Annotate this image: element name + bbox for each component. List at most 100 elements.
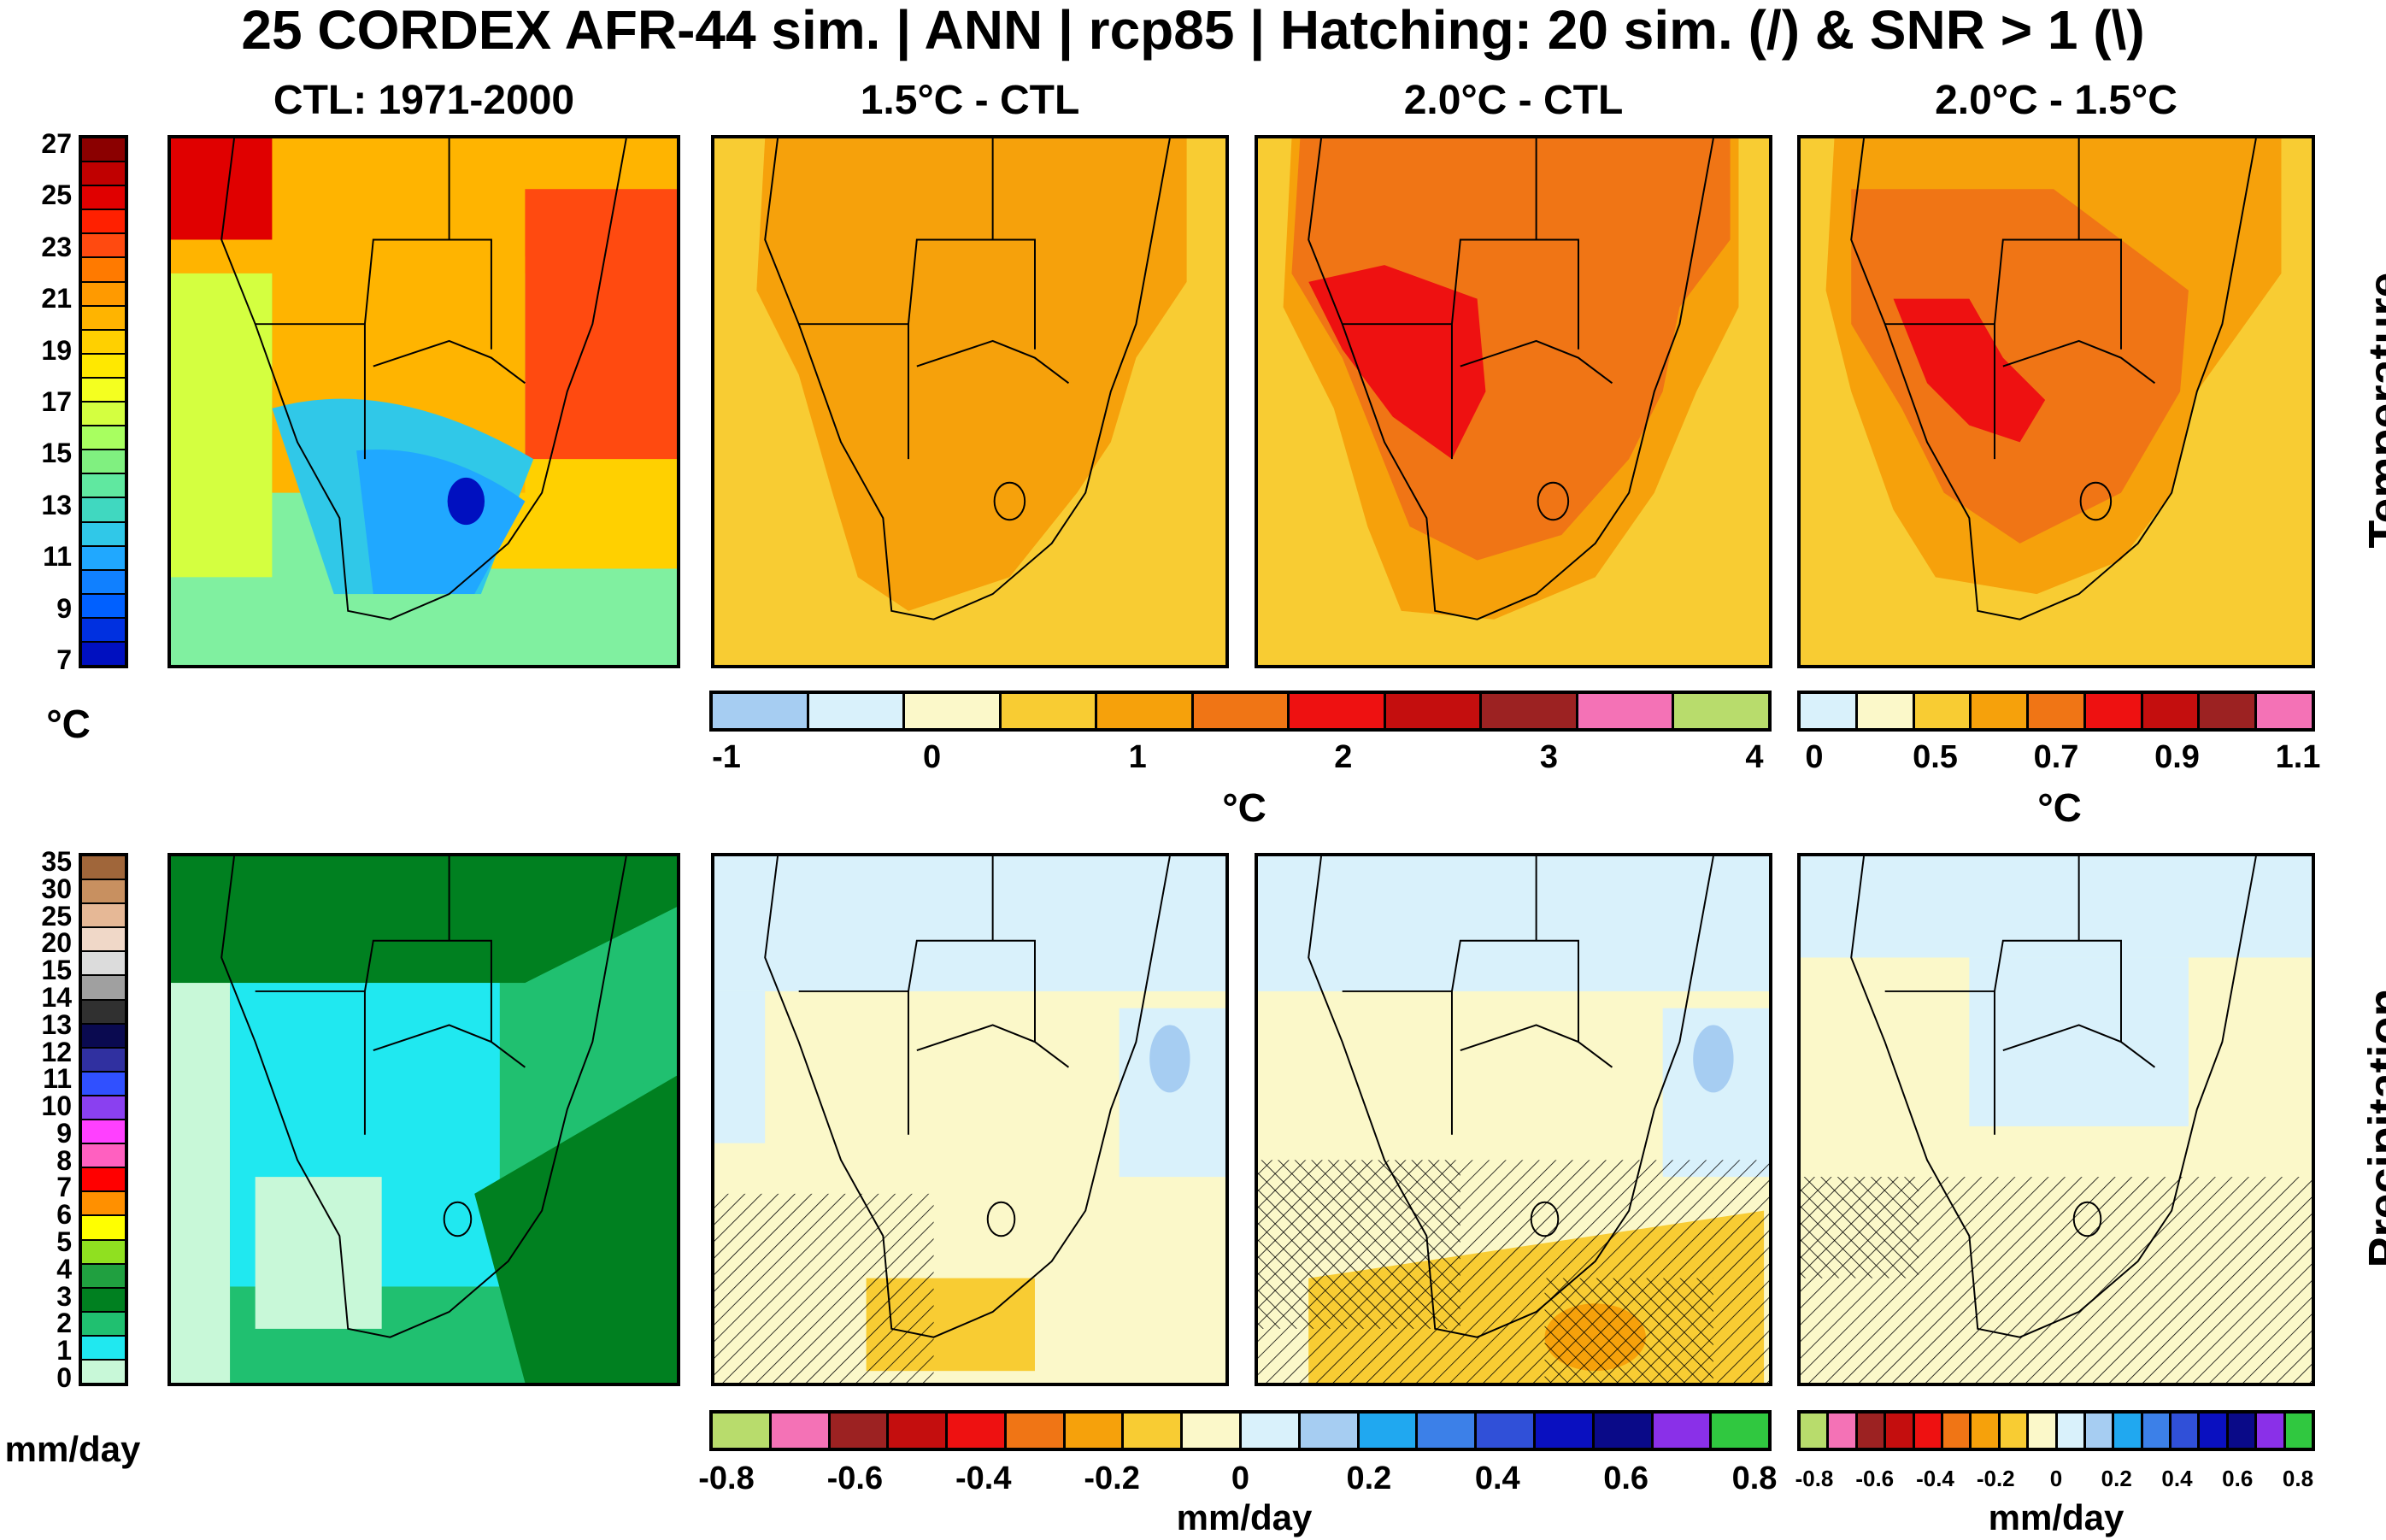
- precipitation-ctl-tick-label: 9: [56, 1117, 72, 1149]
- precipitation-ctl-swatch: [82, 1240, 125, 1265]
- precipitation-ctl-tick-label: 0: [56, 1362, 72, 1393]
- temperature-ctl-swatch: [82, 330, 125, 355]
- temperature-ctl-swatch: [82, 474, 125, 499]
- temperature-delta-tick-label: 0.7: [2033, 739, 2079, 775]
- temperature-ctl-tick-label: 13: [41, 489, 72, 520]
- temperature-ctl-unit: °C: [46, 702, 91, 746]
- temperature-ctl-tick-label: 21: [41, 283, 72, 314]
- temperature-diff-tick-label: 0: [923, 739, 942, 775]
- temperature-delta-tick-label: 0: [1805, 739, 1824, 775]
- precipitation-delta-tick-label: 0.6: [2222, 1466, 2254, 1491]
- precipitation-delta-tick-label: 0.2: [2101, 1466, 2132, 1491]
- column-title-ctl: CTL: 1971-2000: [273, 78, 575, 123]
- precipitation-ctl-tick-label: 2: [56, 1308, 72, 1339]
- precipitation-delta-unit: mm/day: [1988, 1497, 2124, 1537]
- map-temperature-20-15: [1797, 135, 2315, 668]
- temperature-ctl-swatch: [82, 210, 125, 235]
- temperature-ctl-tick-label: 17: [41, 386, 72, 417]
- precipitation-delta-swatch: [1972, 1414, 2001, 1448]
- temperature-ctl-swatch: [82, 594, 125, 619]
- precipitation-diff-swatch: [1477, 1414, 1536, 1448]
- precipitation-diff-swatch: [1242, 1414, 1301, 1448]
- precipitation-diff-colorbar-ticks: -0.8 -0.6 -0.4 -0.2 0 0.2 0.4 0.6 0.8: [698, 1461, 1777, 1499]
- precipitation-ctl-swatch: [82, 1192, 125, 1217]
- precipitation-ctl-swatch: [82, 880, 125, 905]
- temperature-diff-colorbar-ticks: -1 0 1 2 3 4: [709, 740, 1772, 778]
- precipitation-diff-swatch: [771, 1414, 831, 1448]
- precipitation-ctl-tick-label: 13: [41, 1008, 72, 1040]
- precipitation-delta-swatch: [2200, 1414, 2229, 1448]
- precipitation-delta-swatch: [2285, 1414, 2313, 1448]
- temperature-diff-colorbar: [709, 691, 1772, 732]
- precipitation-delta-swatch: [1801, 1414, 1830, 1448]
- precipitation-delta-swatch: [2057, 1414, 2086, 1448]
- precipitation-delta-colorbar-ticks: -0.8 -0.6 -0.4 -0.2 0 0.2 0.4 0.6 0.8: [1795, 1461, 2315, 1499]
- precipitation-diff-swatch: [1653, 1414, 1713, 1448]
- temperature-delta-tick-label: 1.1: [2275, 739, 2321, 775]
- precipitation-ctl-swatch: [82, 1168, 125, 1193]
- map-temperature-20-ctl: [1255, 135, 1772, 668]
- temperature-ctl-swatch: [82, 498, 125, 523]
- temperature-diff-tick-label: -1: [712, 739, 741, 775]
- temperature-ctl-tick-label: 11: [43, 541, 72, 573]
- precipitation-diff-swatch: [889, 1414, 949, 1448]
- precipitation-ctl-tick-label: 1: [56, 1335, 72, 1367]
- temperature-ctl-tick-label: 19: [41, 334, 72, 366]
- column-title-15-ctl: 1.5°C - CTL: [860, 78, 1080, 123]
- temperature-delta-colorbar: [1797, 691, 2315, 732]
- precipitation-ctl-tick-label: 10: [41, 1090, 72, 1122]
- precipitation-diff-tick-label: 0.4: [1474, 1461, 1520, 1496]
- temperature-ctl-swatch: [82, 570, 125, 595]
- precipitation-diff-swatch: [1124, 1414, 1184, 1448]
- temperature-delta-unit: °C: [2037, 785, 2082, 830]
- temperature-ctl-colorbar: [79, 135, 128, 668]
- precipitation-ctl-swatch: [82, 1096, 125, 1121]
- precipitation-diff-swatch: [713, 1414, 772, 1448]
- precipitation-diff-swatch: [1065, 1414, 1125, 1448]
- temperature-ctl-swatch: [82, 138, 125, 163]
- temperature-ctl-tick-label: 15: [41, 438, 72, 469]
- temperature-diff-swatch: [1674, 694, 1769, 728]
- precipitation-ctl-tick-label: 12: [41, 1036, 72, 1067]
- precipitation-delta-swatch: [2171, 1414, 2201, 1448]
- temperature-diff-unit: °C: [1222, 785, 1266, 830]
- precipitation-ctl-swatch: [82, 928, 125, 953]
- precipitation-ctl-swatch: [82, 952, 125, 977]
- precipitation-ctl-swatch: [82, 1360, 125, 1384]
- precipitation-diff-swatch: [948, 1414, 1007, 1448]
- temperature-diff-tick-label: 4: [1745, 739, 1764, 775]
- column-title-20-15: 2.0°C - 1.5°C: [1935, 78, 2177, 123]
- temperature-diff-tick-label: 1: [1128, 739, 1147, 775]
- precipitation-diff-swatch: [1006, 1414, 1066, 1448]
- temperature-ctl-swatch: [82, 306, 125, 331]
- precipitation-ctl-swatch: [82, 1288, 125, 1313]
- temperature-diff-swatch: [1001, 694, 1098, 728]
- precipitation-diff-swatch: [1183, 1414, 1243, 1448]
- temperature-delta-swatch: [1801, 694, 1858, 728]
- precipitation-delta-tick-label: 0.4: [2161, 1466, 2193, 1491]
- precipitation-ctl-swatch: [82, 1024, 125, 1049]
- precipitation-delta-swatch: [2142, 1414, 2172, 1448]
- precipitation-delta-tick-label: 0.8: [2282, 1466, 2314, 1491]
- precipitation-delta-swatch: [2029, 1414, 2058, 1448]
- temperature-ctl-swatch: [82, 258, 125, 283]
- map-temperature-ctl: [167, 135, 680, 668]
- temperature-ctl-swatch: [82, 162, 125, 187]
- precipitation-ctl-swatch: [82, 1144, 125, 1169]
- precipitation-diff-tick-label: 0: [1231, 1461, 1250, 1496]
- temperature-ctl-tick-label: 23: [41, 231, 72, 262]
- temperature-diff-swatch: [1193, 694, 1290, 728]
- temperature-ctl-swatch: [82, 450, 125, 475]
- precipitation-ctl-swatch: [82, 1048, 125, 1073]
- precipitation-ctl-tick-label: 3: [56, 1280, 72, 1312]
- row-label-temperature: Temperature: [2360, 272, 2386, 549]
- precipitation-delta-swatch: [2228, 1414, 2258, 1448]
- precipitation-diff-tick-label: -0.6: [826, 1461, 884, 1496]
- precipitation-delta-colorbar: [1797, 1410, 2315, 1451]
- precipitation-diff-tick-label: -0.8: [698, 1461, 755, 1496]
- precipitation-ctl-swatch: [82, 1336, 125, 1361]
- precipitation-delta-swatch: [2257, 1414, 2286, 1448]
- precipitation-delta-swatch: [1857, 1414, 1887, 1448]
- precipitation-diff-swatch: [1359, 1414, 1419, 1448]
- precipitation-delta-swatch: [1914, 1414, 1943, 1448]
